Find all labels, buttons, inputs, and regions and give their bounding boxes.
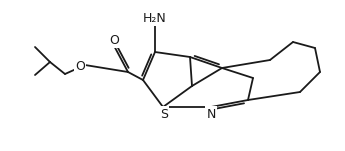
Text: S: S [160,108,168,120]
Text: N: N [206,108,216,120]
Text: O: O [75,59,85,72]
Text: H₂N: H₂N [143,11,167,24]
Text: O: O [109,34,119,47]
